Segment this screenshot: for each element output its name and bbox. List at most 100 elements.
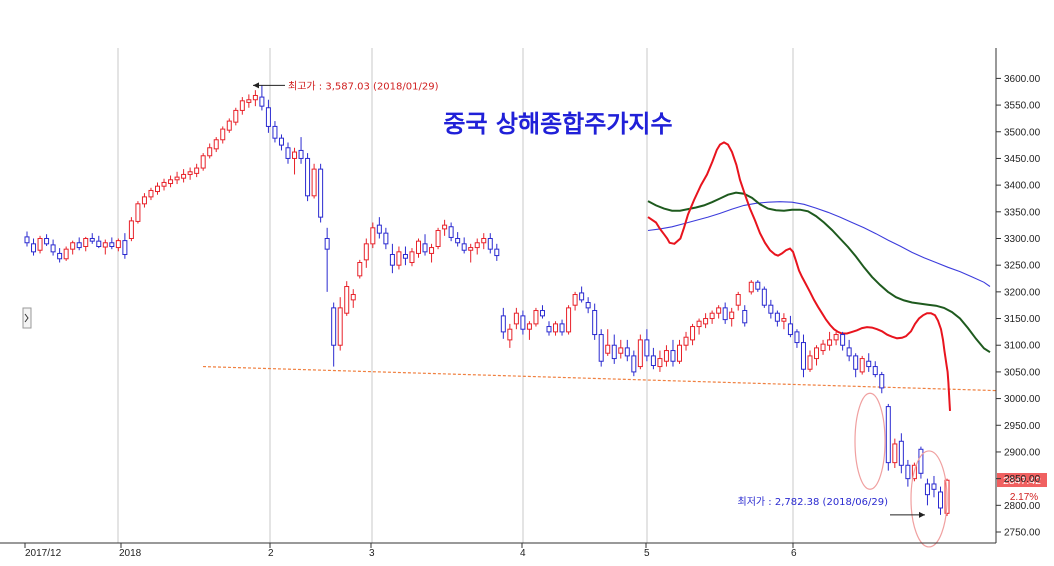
candle-body	[703, 318, 709, 325]
y-tick-label: 3000.00	[1004, 394, 1041, 405]
candle-body	[135, 203, 141, 222]
candle	[265, 99, 271, 133]
candle-body	[650, 355, 656, 367]
candle-body	[657, 358, 663, 368]
candle	[331, 302, 337, 367]
candle-body	[44, 237, 50, 245]
candle-body	[448, 226, 454, 238]
y-tick-label: 3200.00	[1004, 287, 1041, 298]
candle	[89, 233, 95, 244]
candle	[872, 361, 878, 378]
candle	[292, 147, 298, 175]
candle	[781, 313, 787, 330]
candle	[807, 350, 813, 372]
x-tick-label: 2	[268, 548, 274, 559]
candle	[938, 486, 943, 515]
candle-body	[272, 125, 278, 139]
candle-body	[265, 107, 271, 127]
candle	[650, 347, 656, 370]
candle-body	[376, 224, 382, 234]
candle-body	[722, 307, 728, 321]
y-tick-label: 2800.00	[1004, 501, 1041, 512]
candle	[885, 403, 891, 471]
candle-body	[181, 173, 187, 179]
candle-body	[83, 237, 89, 247]
candle-body	[481, 237, 487, 244]
candle-body	[637, 339, 643, 368]
candle	[657, 350, 663, 372]
chart-title: 중국 상해종합주가지수	[443, 110, 672, 138]
candle-body	[827, 339, 833, 346]
candle-body	[115, 240, 121, 249]
candle	[37, 235, 43, 254]
low-arrow-head	[919, 511, 925, 518]
candle	[931, 475, 937, 498]
candle	[305, 153, 311, 202]
candle-body	[402, 254, 408, 259]
candle	[376, 217, 382, 239]
candle	[729, 307, 735, 327]
candle	[63, 246, 69, 261]
candle	[481, 233, 487, 250]
candle-body	[853, 355, 859, 370]
y-tick-label: 3250.00	[1004, 261, 1041, 272]
candle-body	[624, 347, 630, 357]
candle	[442, 219, 448, 236]
candle-body	[324, 237, 330, 250]
candle-body	[252, 94, 258, 101]
candle-body	[748, 281, 754, 293]
candle	[637, 334, 643, 370]
candle	[187, 167, 193, 180]
ma-short-line	[647, 141, 951, 411]
candle-body	[585, 302, 591, 309]
candle-body	[670, 350, 676, 362]
candle	[102, 239, 108, 255]
candle	[546, 321, 552, 336]
x-tick-label: 4	[520, 548, 526, 559]
candle	[474, 238, 480, 255]
candle	[703, 313, 709, 329]
candle-body	[292, 151, 298, 159]
candle	[324, 227, 330, 292]
candle	[631, 350, 637, 377]
candle-body	[278, 137, 284, 146]
candle	[572, 291, 578, 311]
candle-body	[89, 237, 95, 242]
candle-body	[898, 440, 904, 466]
candle-body	[892, 443, 898, 464]
candle-body	[533, 310, 539, 325]
candle	[416, 238, 421, 258]
candle-body	[122, 240, 128, 256]
candle	[539, 305, 545, 319]
candle-body	[50, 244, 56, 253]
candle	[526, 321, 532, 340]
candle	[879, 371, 885, 394]
candle	[553, 321, 559, 336]
candle-body	[37, 237, 43, 251]
candle	[318, 163, 324, 223]
candle-body	[579, 292, 585, 301]
candle-body	[814, 347, 820, 360]
candle-body	[905, 464, 911, 480]
candle-body	[168, 179, 174, 185]
y-tick-label: 3450.00	[1004, 154, 1041, 165]
support-trendline	[202, 365, 997, 392]
y-tick-label: 3100.00	[1004, 341, 1041, 352]
candle-body	[729, 311, 735, 320]
candle-body	[161, 181, 167, 187]
candle	[155, 182, 160, 195]
candle-body	[357, 262, 363, 277]
candle	[44, 234, 50, 246]
candle	[794, 329, 800, 348]
candle	[820, 339, 826, 355]
candle	[618, 339, 624, 359]
candle	[709, 310, 715, 324]
chevron-right-icon	[24, 313, 29, 323]
candle-body	[148, 189, 154, 198]
candle-body	[683, 336, 689, 346]
candle	[272, 121, 278, 143]
candle	[866, 353, 872, 372]
candle	[168, 175, 174, 188]
candle-body	[331, 307, 337, 346]
candle-body	[409, 251, 415, 264]
